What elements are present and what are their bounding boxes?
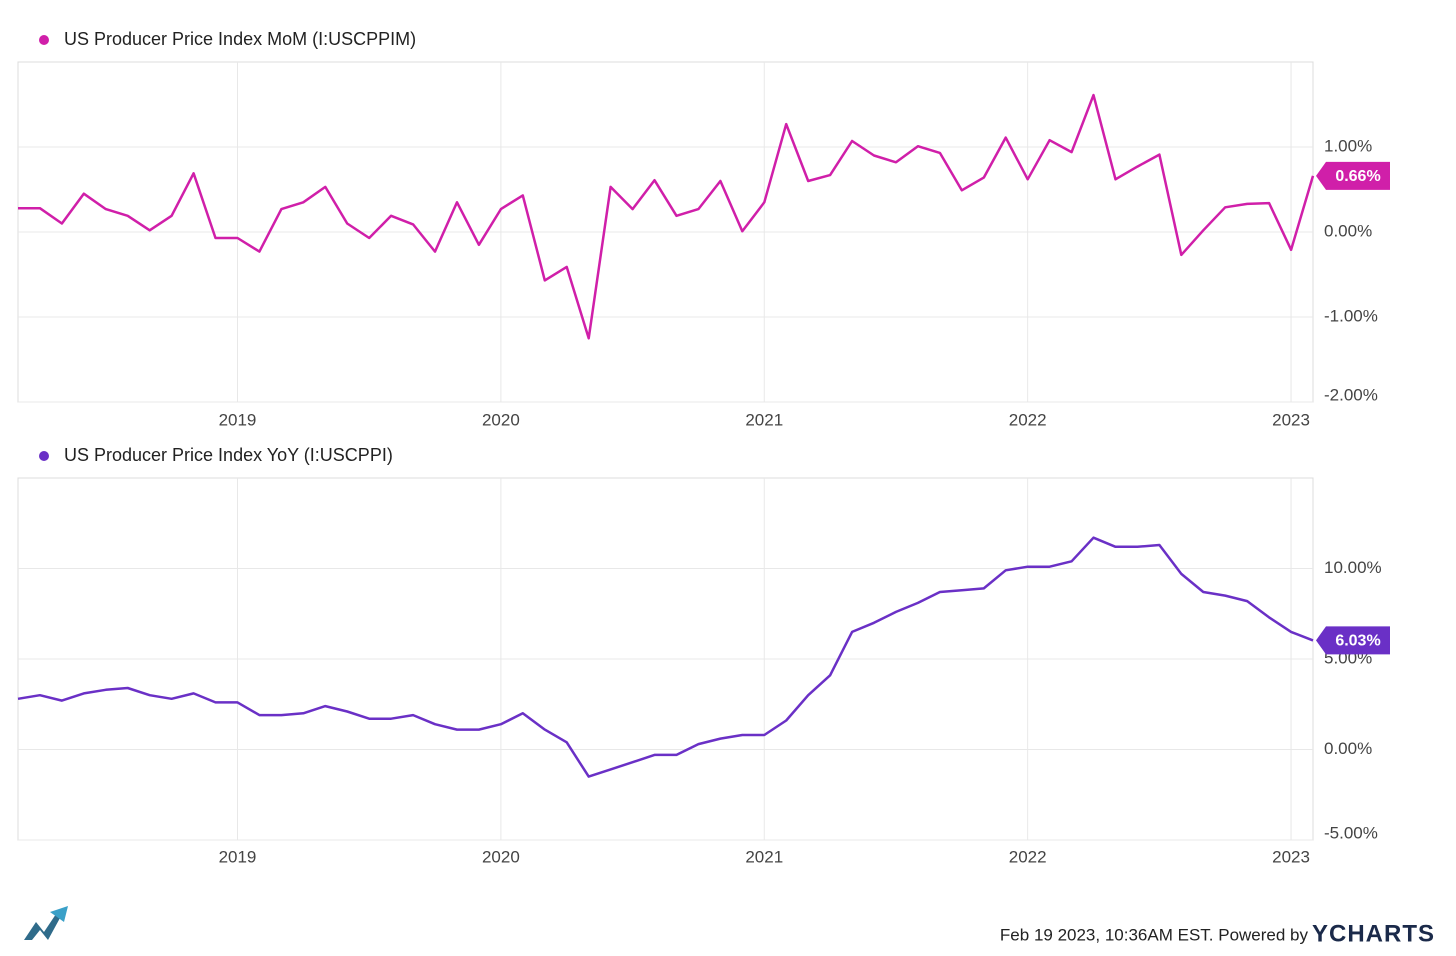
value-label: 6.03%	[1335, 633, 1380, 650]
y-tick-label: -2.00%	[1324, 385, 1378, 404]
legend-label: US Producer Price Index MoM (I:USCPPIM)	[64, 29, 416, 49]
value-label: 0.66%	[1335, 168, 1380, 185]
y-tick-label: 0.00%	[1324, 221, 1372, 240]
y-tick-label: -1.00%	[1324, 306, 1378, 325]
y-tick-label: 1.00%	[1324, 136, 1372, 155]
legend-label: US Producer Price Index YoY (I:USCPPI)	[64, 445, 393, 465]
x-tick-label: 2020	[482, 410, 520, 429]
logo	[24, 906, 68, 940]
x-tick-label: 2023	[1272, 410, 1310, 429]
footer-timestamp: Feb 19 2023, 10:36AM EST. Powered by	[1000, 925, 1309, 944]
value-badge	[1316, 161, 1390, 190]
x-tick-label: 2019	[219, 410, 257, 429]
data-line	[17, 536, 1314, 778]
x-tick-label: 2020	[482, 847, 520, 866]
footer-brand: YCHARTS	[1312, 920, 1435, 947]
x-tick-label: 2022	[1009, 410, 1047, 429]
x-tick-label: 2022	[1009, 847, 1047, 866]
data-line	[18, 93, 1315, 340]
x-tick-label: 2019	[219, 847, 257, 866]
legend-marker	[39, 35, 49, 45]
legend-marker	[39, 451, 49, 461]
y-tick-label: 10.00%	[1324, 558, 1382, 577]
x-tick-label: 2021	[745, 847, 783, 866]
x-tick-label: 2023	[1272, 847, 1310, 866]
x-tick-label: 2021	[745, 410, 783, 429]
y-tick-label: 0.00%	[1324, 739, 1372, 758]
value-badge	[1316, 626, 1390, 655]
y-tick-label: -5.00%	[1324, 823, 1378, 842]
